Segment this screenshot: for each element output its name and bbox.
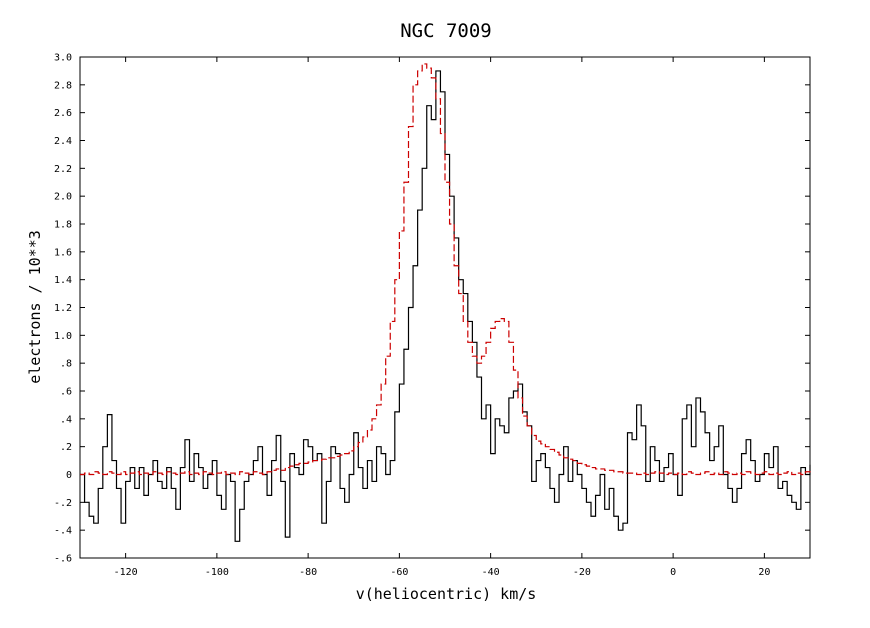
y-tick-label: 2.0: [54, 192, 72, 203]
y-tick-label: .8: [60, 359, 72, 370]
y-tick-label: -.4: [54, 526, 72, 537]
y-tick-label: 1.2: [54, 303, 72, 314]
x-tick-label: -120: [114, 567, 138, 578]
series-layer: [80, 63, 811, 542]
x-tick-label: -60: [390, 567, 408, 578]
y-tick-label: 1.8: [54, 220, 72, 231]
y-tick-label: 2.8: [54, 80, 72, 91]
y-tick-label: 3.0: [54, 53, 72, 64]
y-tick-label: .2: [60, 442, 72, 453]
y-tick-label: -.6: [54, 554, 72, 565]
y-axis-label: electrons / 10**3: [26, 230, 44, 384]
x-tick-label: -40: [482, 567, 500, 578]
x-tick-label: -80: [299, 567, 317, 578]
y-tick-label: 1.0: [54, 331, 72, 342]
x-axis-ticks: -120 -100 -80 -60 -40 -20 0 20: [114, 57, 770, 578]
y-tick-label: 2.4: [54, 136, 72, 147]
series-observed-line: [80, 70, 811, 542]
x-axis-label: v(heliocentric) km/s: [356, 585, 537, 603]
y-tick-label: 2.2: [54, 164, 72, 175]
y-tick-label: 1.4: [54, 275, 72, 286]
x-tick-label: -100: [205, 567, 229, 578]
y-tick-label: .6: [60, 387, 72, 398]
x-tick-label: 20: [758, 567, 770, 578]
y-axis-ticks: -.6 -.4 -.2 0 .2 .4 .6 .8 1.0 1.2 1.4 1.6 1.8 2.0 2.2 2…: [54, 53, 810, 565]
y-tick-label: 2.6: [54, 108, 72, 119]
y-tick-label: 0: [66, 470, 72, 481]
y-tick-label: 1.6: [54, 247, 72, 258]
chart-title: NGC 7009: [400, 20, 492, 42]
x-tick-label: -20: [573, 567, 591, 578]
series-model-line: [80, 63, 811, 476]
y-tick-label: .4: [60, 414, 72, 425]
y-tick-label: -.2: [54, 498, 72, 509]
x-tick-label: 0: [670, 567, 676, 578]
